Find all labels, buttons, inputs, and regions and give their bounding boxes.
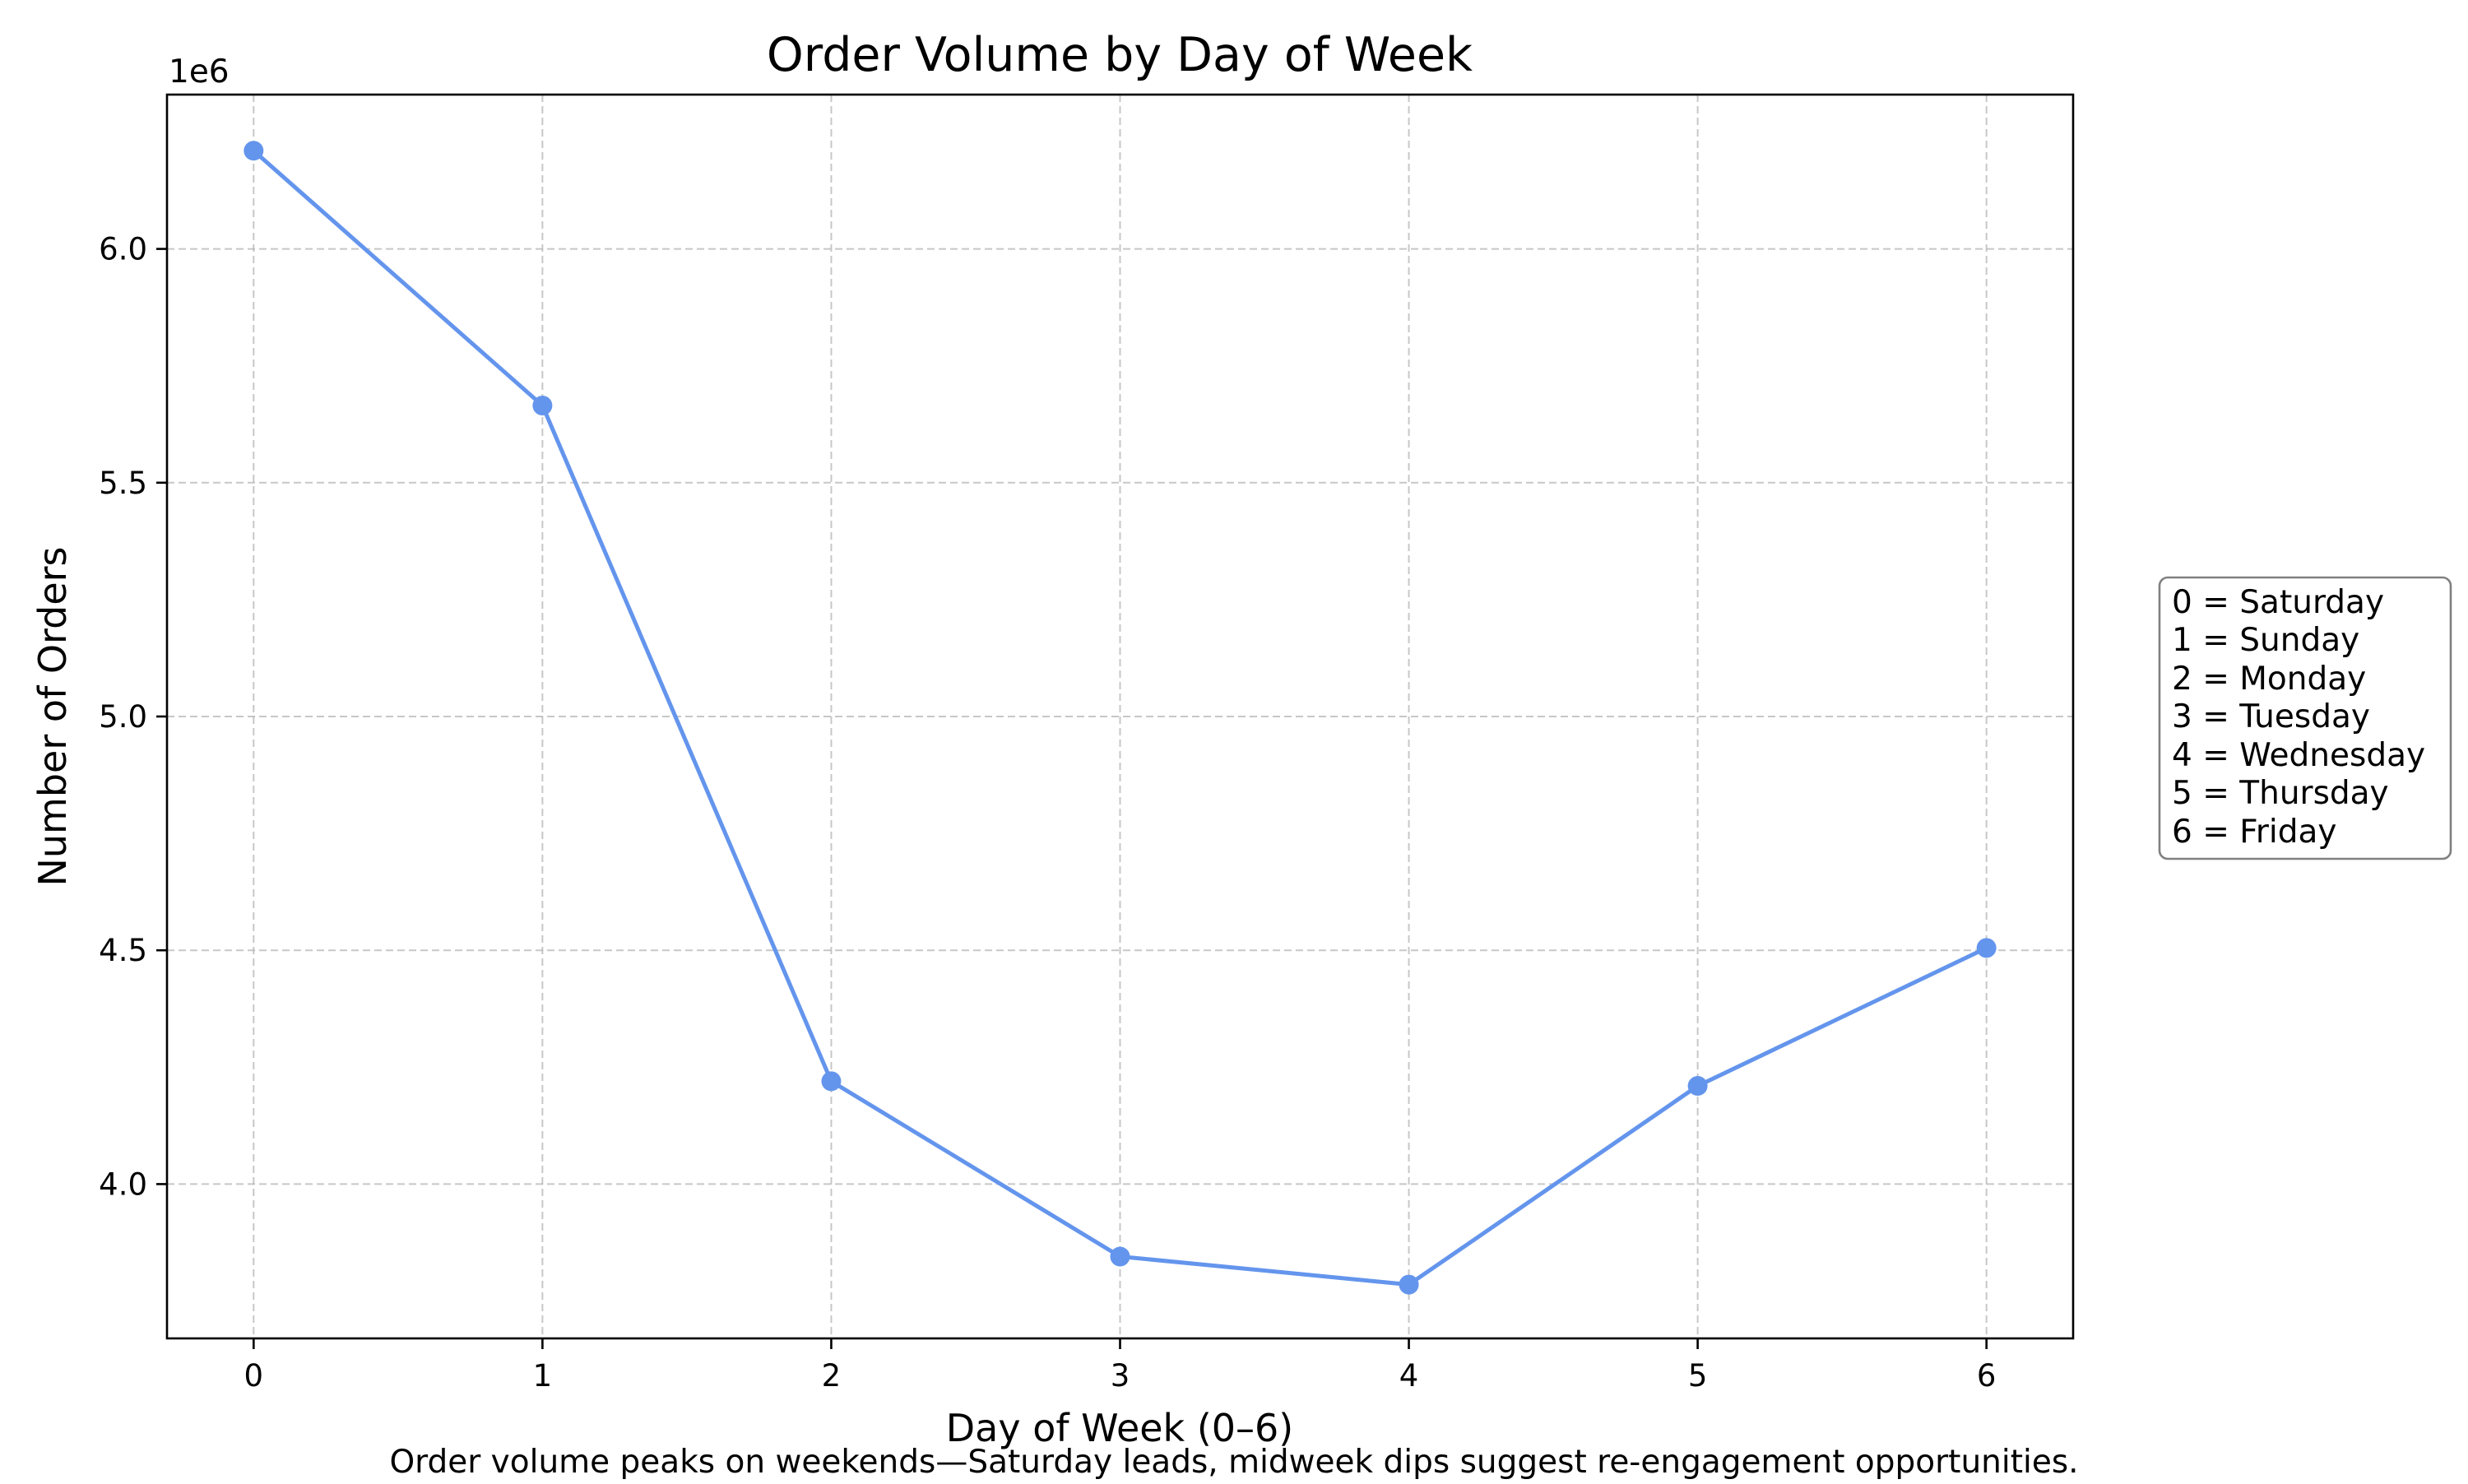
y-tick-label: 5.0 <box>99 699 147 735</box>
legend-entry: 2 = Monday <box>2172 661 2366 698</box>
chart-caption: Order volume peaks on weekends—Saturday … <box>389 1444 2078 1481</box>
data-point <box>1687 1076 1708 1097</box>
legend-entry: 1 = Sunday <box>2172 622 2359 659</box>
x-tick-label: 0 <box>244 1358 264 1394</box>
legend-entry: 6 = Friday <box>2172 814 2336 851</box>
y-tick-label: 5.5 <box>99 466 147 501</box>
legend-box <box>2158 576 2452 860</box>
y-offset-label: 1e6 <box>169 53 230 90</box>
x-tick-label: 2 <box>822 1358 842 1394</box>
y-tick-label: 6.0 <box>99 232 147 267</box>
data-point <box>1110 1246 1130 1267</box>
legend-entry: 0 = Saturday <box>2172 584 2384 621</box>
y-axis-label: Number of Orders <box>30 546 75 886</box>
data-point <box>532 396 553 415</box>
x-tick-label: 1 <box>533 1358 553 1394</box>
chart-title: Order Volume by Day of Week <box>767 28 1473 82</box>
legend-entry: 5 = Thursday <box>2172 775 2389 812</box>
y-tick-label: 4.5 <box>99 933 147 968</box>
legend-entry: 3 = Tuesday <box>2172 698 2370 735</box>
x-tick-label: 6 <box>1977 1358 1997 1394</box>
data-point <box>1399 1274 1419 1295</box>
grid-layer <box>167 95 2073 1338</box>
series-layer <box>244 141 1997 1295</box>
data-point <box>1976 938 1997 958</box>
tick-layer: 0 1 2 3 4 5 6 4.0 4.5 5.0 5.5 6.0 <box>99 232 1996 1394</box>
x-tick-label: 3 <box>1111 1358 1130 1394</box>
x-tick-label: 5 <box>1688 1358 1708 1394</box>
x-tick-label: 4 <box>1399 1358 1419 1394</box>
legend: 0 = Saturday 1 = Sunday 2 = Monday 3 = T… <box>2158 576 2452 860</box>
legend-entry: 4 = Wednesday <box>2172 737 2425 774</box>
y-tick-label: 4.0 <box>99 1166 147 1202</box>
data-point <box>244 141 264 161</box>
data-point <box>821 1071 842 1092</box>
x-axis-label: Day of Week (0–6) <box>946 1406 1294 1450</box>
